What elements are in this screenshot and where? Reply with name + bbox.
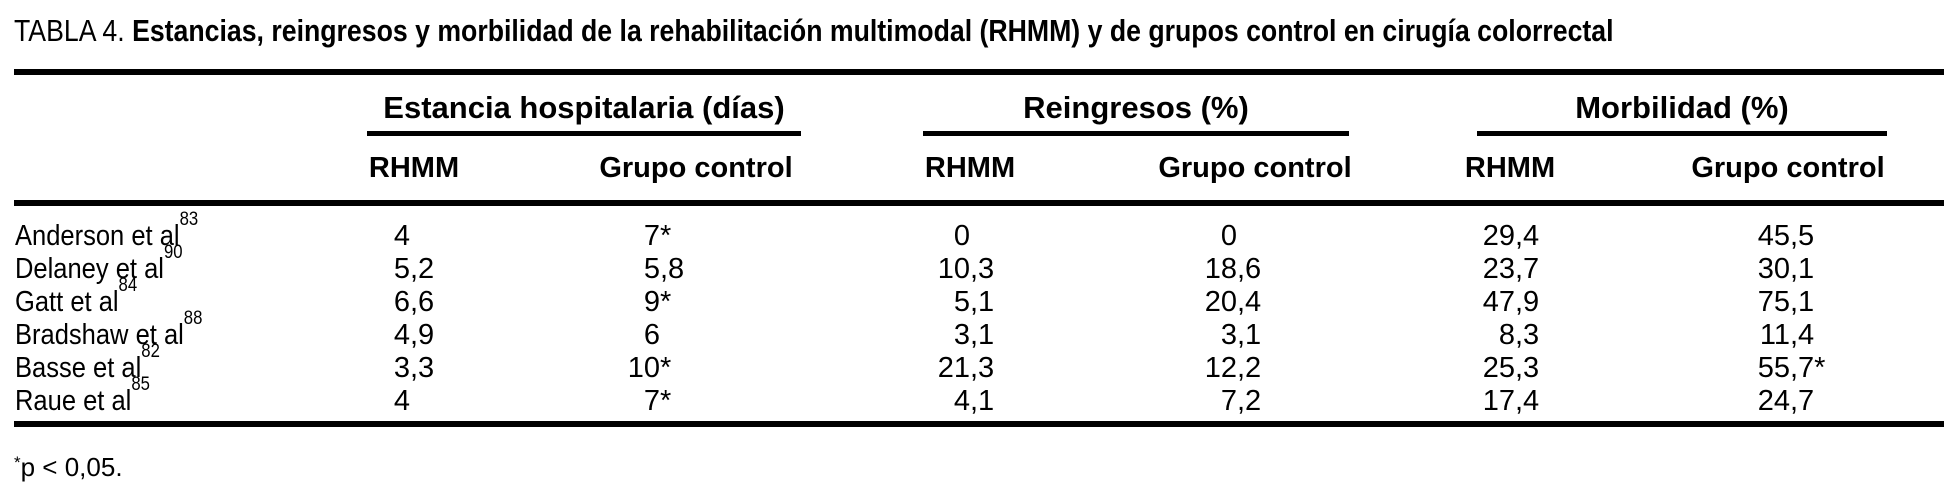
footnote-asterisk: * — [14, 453, 21, 472]
table-title: TABLA 4. Estancias, reingresos y morbili… — [14, 12, 1614, 50]
value-cell-reingresos-rhmm: 10,3 — [937, 253, 995, 285]
footnote: *p < 0,05. — [14, 452, 123, 482]
value-cell-morbilidad-rhmm: 23,7 — [1482, 253, 1540, 285]
bottom-rule — [14, 421, 1944, 427]
table-row: Raue et al85 4 7* 4,1 7,2 17,4 24,7 — [0, 375, 1948, 418]
value-cell-estancia-control: 6 — [643, 319, 660, 351]
value-cell-morbilidad-control: 24,7 — [1757, 385, 1815, 417]
value-cell-morbilidad-control: 75,1 — [1757, 286, 1815, 318]
column-group-morbilidad: Morbilidad (%) — [1575, 90, 1789, 125]
reference-superscript: 85 — [131, 374, 150, 396]
study-label: Gatt et al84 — [15, 276, 137, 319]
study-label: Raue et al85 — [15, 375, 150, 418]
value-cell-reingresos-rhmm: 0 — [953, 220, 970, 252]
study-label: Bradshaw et al88 — [15, 309, 202, 352]
estancia-group-rule — [367, 131, 801, 136]
study-name: Delaney et al — [15, 253, 164, 285]
table-caption: Estancias, reingresos y morbilidad de la… — [132, 13, 1614, 48]
study-label: Delaney et al90 — [15, 243, 183, 286]
study-name: Anderson et al — [15, 220, 180, 252]
top-rule — [14, 69, 1944, 75]
table-row: Basse et al82 3,3 10* 21,3 12,2 25,3 55,… — [0, 342, 1948, 385]
value-cell-morbilidad-rhmm: 25,3 — [1482, 352, 1540, 384]
subheader-estancia-rhmm: RHMM — [368, 152, 460, 184]
value-cell-estancia-rhmm: 4 — [393, 385, 410, 417]
study-name: Basse et al — [15, 352, 142, 384]
value-cell-estancia-rhmm: 4 — [393, 220, 410, 252]
study-name: Gatt et al — [15, 286, 119, 318]
subheader-reingresos-control: Grupo control — [1158, 152, 1352, 184]
value-cell-reingresos-control: 3,1 — [1220, 319, 1262, 351]
value-cell-reingresos-control: 7,2 — [1220, 385, 1262, 417]
header-body-rule — [14, 200, 1944, 206]
reference-superscript: 82 — [141, 341, 160, 363]
value-cell-estancia-rhmm: 5,2 — [393, 253, 435, 285]
study-name: Bradshaw et al — [15, 319, 184, 351]
table-row: Gatt et al84 6,6 9* 5,1 20,4 47,9 75,1 — [0, 276, 1948, 319]
footnote-text: p < 0,05. — [20, 452, 123, 482]
subheader-reingresos-rhmm: RHMM — [924, 152, 1016, 184]
morbilidad-group-rule — [1477, 131, 1887, 136]
column-group-reingresos: Reingresos (%) — [1023, 90, 1249, 125]
value-cell-estancia-control: 7* — [643, 220, 672, 252]
value-cell-morbilidad-rhmm: 17,4 — [1482, 385, 1540, 417]
value-cell-estancia-control: 7* — [643, 385, 672, 417]
value-cell-estancia-rhmm: 6,6 — [393, 286, 435, 318]
value-cell-estancia-rhmm: 4,9 — [393, 319, 435, 351]
value-cell-morbilidad-control: 11,4 — [1759, 319, 1815, 351]
value-cell-estancia-control: 10* — [627, 352, 672, 384]
table-row: Bradshaw et al88 4,9 6 3,1 3,1 8,3 11,4 — [0, 309, 1948, 352]
reingresos-group-rule — [923, 131, 1349, 136]
value-cell-morbilidad-rhmm: 8,3 — [1498, 319, 1540, 351]
value-cell-morbilidad-control: 30,1 — [1757, 253, 1815, 285]
value-cell-morbilidad-control: 55,7* — [1757, 352, 1826, 384]
reference-superscript: 84 — [118, 275, 138, 297]
table-row: Anderson et al83 4 7* 0 0 29,4 45,5 — [0, 210, 1948, 253]
value-cell-morbilidad-rhmm: 47,9 — [1482, 286, 1540, 318]
value-cell-estancia-rhmm: 3,3 — [393, 352, 435, 384]
subheader-estancia-control: Grupo control — [599, 152, 793, 184]
value-cell-estancia-control: 9* — [643, 286, 672, 318]
table-body: Anderson et al83 4 7* 0 0 29,4 45,5 Dela… — [0, 210, 1948, 418]
study-name: Raue et al — [15, 385, 132, 417]
value-cell-reingresos-rhmm: 5,1 — [953, 286, 995, 318]
subheader-morbilidad-control: Grupo control — [1691, 152, 1885, 184]
value-cell-morbilidad-rhmm: 29,4 — [1482, 220, 1540, 252]
table-number: TABLA 4. — [14, 13, 125, 48]
reference-superscript: 88 — [183, 308, 203, 330]
column-group-estancia: Estancia hospitalaria (días) — [383, 90, 785, 125]
reference-superscript: 90 — [163, 242, 183, 264]
value-cell-reingresos-rhmm: 21,3 — [937, 352, 995, 384]
subheader-morbilidad-rhmm: RHMM — [1464, 152, 1556, 184]
study-label: Anderson et al83 — [15, 210, 198, 253]
value-cell-reingresos-control: 18,6 — [1204, 253, 1262, 285]
value-cell-morbilidad-control: 45,5 — [1757, 220, 1815, 252]
table-row: Delaney et al90 5,2 5,8 10,3 18,6 23,7 3… — [0, 243, 1948, 286]
study-label: Basse et al82 — [15, 342, 160, 385]
value-cell-reingresos-rhmm: 3,1 — [953, 319, 995, 351]
value-cell-reingresos-control: 20,4 — [1204, 286, 1262, 318]
value-cell-reingresos-control: 12,2 — [1204, 352, 1262, 384]
value-cell-reingresos-rhmm: 4,1 — [953, 385, 995, 417]
value-cell-reingresos-control: 0 — [1220, 220, 1237, 252]
reference-superscript: 83 — [179, 209, 199, 231]
value-cell-estancia-control: 5,8 — [643, 253, 685, 285]
